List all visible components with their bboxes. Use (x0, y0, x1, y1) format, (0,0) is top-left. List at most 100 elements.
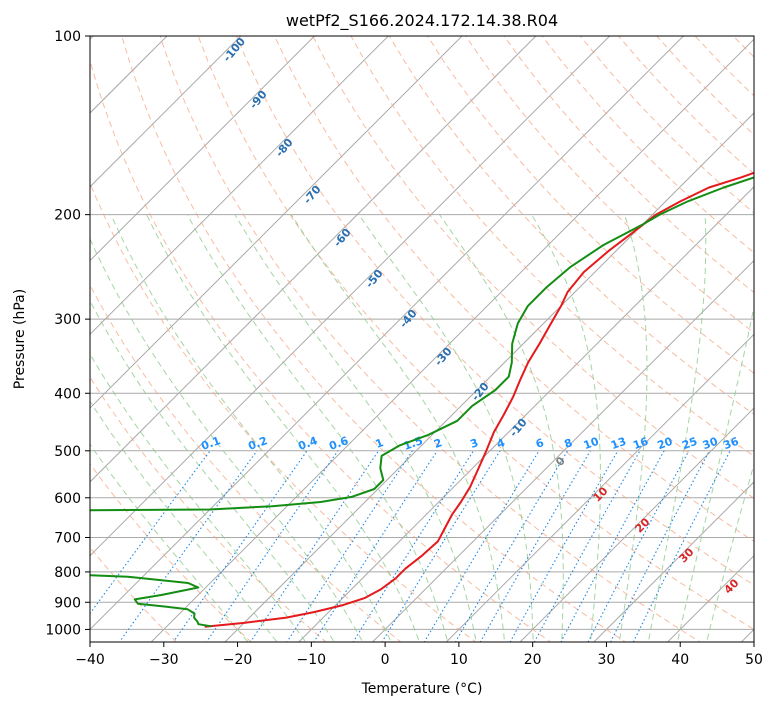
mixing-ratio-line (560, 450, 665, 642)
dry-adiabat-line (197, 36, 754, 630)
y-tick-label: 100 (54, 29, 81, 45)
isotherm-line (90, 36, 390, 336)
moist-adiabat-line (186, 214, 449, 642)
isotherm-line (371, 259, 754, 642)
mixing-ratio-line (587, 450, 690, 642)
dry-adiabat-line (90, 58, 552, 642)
mixing-ratio-lines: 0.1 0.2 0.4 0.6 1 1.5 2 3 4 6 8 10 13 16 20 25 30 36 (90, 434, 741, 642)
dry-adiabat-line (503, 36, 754, 294)
pressure-gridlines (90, 36, 754, 630)
moist-adiabat-line (290, 214, 506, 642)
x-tick-label: −20 (223, 652, 253, 668)
mixing-ratio-label: 4 (495, 436, 507, 451)
mixing-ratio-line (286, 450, 413, 642)
mixing-ratio-line (118, 450, 258, 642)
moist-adiabat-line (234, 214, 477, 642)
dry-adiabat-line (159, 36, 702, 642)
dry-adiabat-line (121, 36, 627, 642)
mixing-ratio-label: 1 (374, 436, 386, 451)
isotherm-line (90, 36, 685, 631)
moist-adiabat-line (90, 443, 249, 642)
mixing-ratio-label: 8 (563, 436, 575, 451)
y-tick-label: 600 (54, 491, 81, 507)
mixing-ratio-line (479, 450, 591, 642)
moist-adiabat-line (676, 304, 754, 642)
x-tick-label: 40 (671, 652, 689, 668)
moist-adiabat-label: 20 (633, 515, 653, 535)
plot-frame (89, 35, 755, 643)
dry-adiabat-line (90, 376, 327, 642)
mixing-ratio-line (509, 450, 619, 642)
y-axis: 100 200 300 400 500 600 700 800 900 1000 (45, 29, 90, 638)
x-tick-label: −30 (149, 652, 179, 668)
dry-adiabat-label: -70 (301, 183, 324, 207)
dry-adiabat-line (274, 36, 754, 542)
moist-adiabat-label: 10 (591, 484, 611, 504)
isotherm-line (150, 38, 754, 642)
mixing-ratio-label: 0.6 (327, 434, 350, 453)
moist-adiabat-line (706, 462, 754, 642)
dry-adiabat-line (579, 36, 754, 214)
x-axis: −40 −30 −20 −10 0 10 20 30 40 50 (75, 642, 763, 668)
dry-adiabat-label: -10 (507, 416, 530, 440)
mixing-ratio-label: 25 (680, 435, 699, 452)
moist-adiabat-line (531, 214, 601, 642)
dry-adiabat-label: -50 (363, 267, 386, 291)
y-tick-label: 400 (54, 386, 81, 402)
y-tick-label: 1000 (45, 622, 81, 638)
mixing-ratio-line (632, 450, 731, 642)
dry-adiabat-line (350, 36, 754, 457)
mixing-ratio-label: 3 (468, 436, 480, 451)
mixing-ratio-label: 0.2 (246, 434, 269, 453)
moist-adiabat-label: 40 (722, 576, 742, 596)
isotherm-line (90, 36, 168, 114)
mixing-ratio-line (381, 450, 501, 642)
mixing-ratio-label: 30 (701, 435, 720, 453)
sounding-series (90, 171, 754, 628)
y-tick-label: 700 (54, 531, 81, 547)
dry-adiabat-line (465, 36, 754, 334)
chart-title: wetPf2_S166.2024.172.14.38.R04 (286, 11, 558, 31)
y-tick-label: 200 (54, 208, 81, 224)
moist-adiabat-label: 0 (553, 454, 568, 469)
y-axis-title: Pressure (hPa) (12, 289, 28, 389)
y-tick-label: 500 (54, 444, 81, 460)
isotherm-line (90, 36, 463, 409)
moist-adiabat-line (90, 353, 307, 642)
mixing-ratio-label: 0.1 (199, 434, 222, 453)
isotherm-line (593, 481, 754, 642)
moist-adiabat-line (146, 214, 420, 642)
isotherm-line (90, 36, 316, 262)
mixing-ratio-label: 36 (722, 435, 741, 453)
dry-adiabat-line (90, 182, 477, 642)
x-axis-title: Temperature (°C) (361, 681, 483, 697)
isotherm-line (519, 407, 754, 642)
mixing-ratio-line (533, 450, 641, 642)
dry-adiabat-line (90, 463, 252, 642)
mixing-ratio-label: 13 (609, 435, 628, 452)
mixing-ratio-line (423, 450, 540, 642)
mixing-ratio-label: 16 (631, 435, 650, 453)
dry-adiabat-line (426, 36, 754, 374)
dry-adiabat-label: -90 (247, 88, 270, 112)
dry-adiabat-label: -80 (273, 136, 296, 160)
dry-adiabat-line (732, 36, 754, 58)
x-tick-label: 0 (381, 652, 390, 668)
dry-adiabat-line (90, 546, 178, 642)
mixing-ratio-label: 20 (656, 435, 675, 453)
isotherm-line (90, 36, 242, 188)
x-tick-label: 30 (598, 652, 616, 668)
isotherm-line (666, 554, 754, 642)
y-tick-label: 800 (54, 565, 81, 581)
dry-adiabat-label: -100 (220, 35, 248, 65)
isotherm-line (224, 112, 754, 642)
moist-adiabat-line (358, 214, 534, 642)
isotherm-lines (90, 36, 754, 642)
moist-adiabat-line (90, 299, 335, 642)
x-tick-label: 20 (524, 652, 542, 668)
mixing-ratio-line (352, 450, 474, 642)
mixing-ratio-line (313, 450, 438, 642)
dry-adiabat-line (312, 36, 754, 499)
